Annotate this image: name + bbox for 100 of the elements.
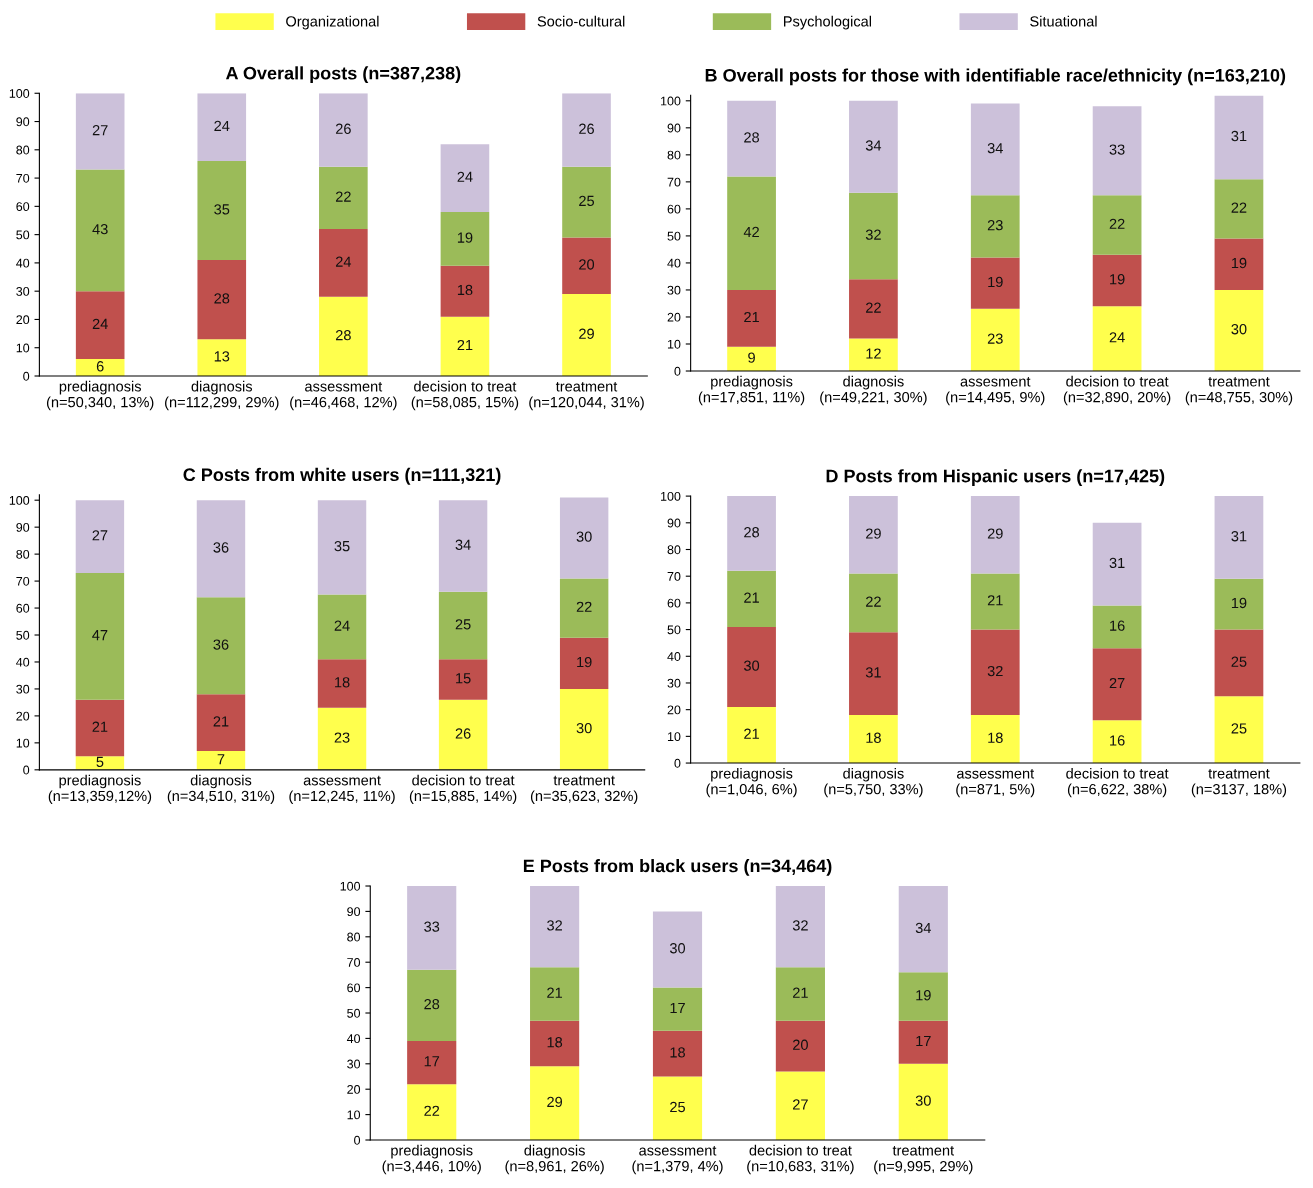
bar bbox=[727, 100, 776, 177]
bar bbox=[849, 192, 898, 280]
data-label: 24 bbox=[335, 256, 352, 267]
y-tick-label: 60 bbox=[667, 204, 681, 214]
bar bbox=[559, 497, 609, 579]
x-tick-label: assessment (n=871, 5%) bbox=[956, 769, 1035, 798]
x-tick-label: prediagnosis (n=3,446, 10%) bbox=[382, 1144, 481, 1175]
bar bbox=[1092, 522, 1142, 606]
x-tick-label: decision to treat (n=58,085, 15%) bbox=[411, 380, 519, 411]
bar bbox=[1092, 648, 1142, 721]
x-tick-label: prediagnosis (n=1,046, 6%) bbox=[706, 767, 797, 798]
data-label: 21 bbox=[457, 339, 473, 351]
x-tick-label: decision to treat (n=32,890, 20%) bbox=[1063, 375, 1171, 406]
bar bbox=[898, 1063, 948, 1140]
bar bbox=[727, 496, 776, 571]
bar bbox=[1092, 306, 1142, 372]
y-tick-label: 70 bbox=[347, 958, 361, 967]
bar bbox=[970, 496, 1020, 574]
y-tick-label: 30 bbox=[16, 684, 30, 694]
y-tick-label: 90 bbox=[16, 117, 30, 127]
bar bbox=[317, 500, 367, 595]
bar bbox=[1214, 629, 1264, 697]
data-label: 32 bbox=[987, 665, 1003, 677]
y-tick-label: 20 bbox=[16, 315, 30, 325]
data-label: 13 bbox=[214, 351, 230, 362]
y-tick-label: 20 bbox=[16, 711, 30, 721]
bar bbox=[727, 176, 776, 290]
data-label: 24 bbox=[334, 620, 350, 631]
bar bbox=[970, 573, 1020, 630]
x-tick-label: assessment (n=46,468, 12%) bbox=[290, 382, 397, 411]
chart-title: B Overall posts for those with identifiable race/ethnicity (n=163,210) bbox=[705, 68, 1286, 86]
y-tick-label: 50 bbox=[16, 630, 30, 640]
bar bbox=[75, 93, 125, 170]
bar bbox=[530, 1066, 580, 1140]
bar bbox=[197, 260, 247, 340]
data-label: 29 bbox=[866, 528, 881, 539]
data-label: 28 bbox=[744, 132, 760, 143]
y-tick-label: 30 bbox=[667, 678, 681, 688]
data-label: 34 bbox=[865, 140, 882, 151]
data-label: 24 bbox=[1109, 332, 1125, 343]
data-label: 19 bbox=[916, 990, 931, 1001]
bar bbox=[727, 346, 776, 372]
bar bbox=[898, 886, 948, 973]
data-label: 32 bbox=[547, 920, 562, 931]
data-label: 22 bbox=[866, 596, 881, 607]
data-label: 18 bbox=[866, 732, 881, 743]
y-tick-label: 90 bbox=[16, 522, 30, 532]
y-tick-label: 90 bbox=[347, 907, 361, 917]
data-label: 18 bbox=[547, 1037, 563, 1048]
y-tick-label: 70 bbox=[16, 173, 30, 183]
x-tick-label: diagnosis (n=49,221, 30%) bbox=[820, 375, 927, 406]
y-tick-label: 50 bbox=[347, 1008, 361, 1018]
data-label: 33 bbox=[424, 921, 440, 932]
data-label: 26 bbox=[335, 123, 351, 134]
legend-label: Socio-cultural bbox=[537, 15, 625, 27]
data-label: 35 bbox=[334, 540, 350, 552]
bar bbox=[317, 659, 367, 708]
y-tick-label: 40 bbox=[346, 1034, 361, 1044]
x-tick-label: treatment (n=120,044, 31%) bbox=[529, 382, 644, 411]
x-tick-label: treatment (n=35,623, 32%) bbox=[530, 775, 638, 804]
data-label: 27 bbox=[92, 530, 108, 541]
data-label: 17 bbox=[424, 1056, 440, 1067]
legend-label: Organizational bbox=[286, 15, 379, 30]
y-tick-label: 40 bbox=[667, 652, 681, 661]
bar bbox=[727, 626, 776, 707]
bar bbox=[1214, 179, 1264, 239]
bar bbox=[438, 659, 488, 700]
bar bbox=[849, 338, 898, 372]
data-label: 9 bbox=[748, 352, 755, 363]
y-tick-label: 10 bbox=[16, 738, 30, 748]
y-tick-label: 40 bbox=[16, 657, 30, 667]
bar bbox=[849, 715, 898, 764]
data-label: 22 bbox=[576, 601, 592, 612]
data-label: 22 bbox=[424, 1105, 440, 1116]
data-label: 21 bbox=[92, 721, 108, 732]
data-label: 19 bbox=[988, 276, 1003, 288]
y-tick-label: 70 bbox=[16, 576, 30, 586]
y-tick-label: 80 bbox=[667, 545, 681, 555]
data-label: 34 bbox=[455, 539, 471, 550]
bar bbox=[727, 706, 776, 764]
bar bbox=[559, 637, 609, 689]
x-tick-label: diagnosis (n=112,299, 29%) bbox=[165, 380, 279, 411]
data-label: 18 bbox=[670, 1047, 685, 1058]
data-label: 25 bbox=[1231, 656, 1247, 667]
data-label: 28 bbox=[335, 330, 351, 341]
data-label: 17 bbox=[916, 1035, 931, 1046]
data-label: 19 bbox=[577, 656, 592, 668]
x-tick-label: decision to treat (n=10,683, 31%) bbox=[747, 1144, 854, 1175]
bar bbox=[1092, 195, 1142, 255]
data-label: 25 bbox=[455, 619, 471, 630]
bar bbox=[970, 715, 1020, 764]
bar bbox=[407, 969, 457, 1041]
chart-title: E Posts from black users (n=34,464) bbox=[523, 859, 832, 876]
bar bbox=[849, 573, 898, 633]
bar bbox=[970, 103, 1020, 196]
bar bbox=[196, 694, 246, 751]
bar bbox=[319, 296, 368, 376]
data-label: 28 bbox=[424, 998, 440, 1010]
data-label: 21 bbox=[793, 987, 808, 998]
bar bbox=[562, 93, 611, 167]
